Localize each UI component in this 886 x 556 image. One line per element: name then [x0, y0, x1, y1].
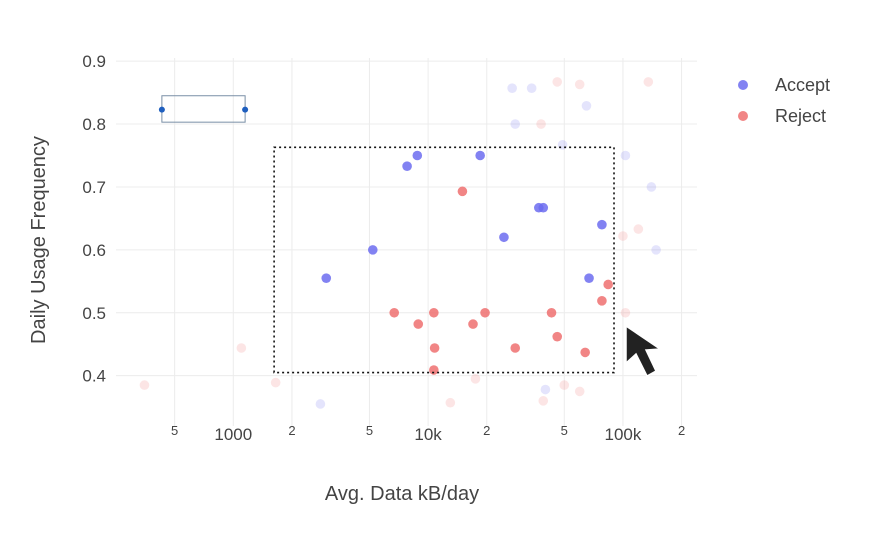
- reject-point[interactable]: [546, 307, 557, 318]
- x-tick-labels: 5 1000 2 5 10k 2 5 100k 2: [171, 423, 685, 444]
- reject-point-faded: [536, 119, 546, 129]
- legend[interactable]: Accept Reject: [738, 75, 830, 126]
- reject-point-faded: [445, 397, 456, 408]
- accept-point-faded: [651, 245, 661, 255]
- reject-point[interactable]: [457, 186, 468, 197]
- points-faded: [139, 77, 661, 409]
- x-tick-label: 5: [366, 423, 373, 438]
- reject-point-faded: [559, 380, 570, 390]
- reject-point-faded: [470, 374, 481, 384]
- y-tick-label: 0.9: [82, 52, 106, 71]
- reject-point-faded: [139, 380, 150, 390]
- accept-point-faded: [526, 83, 537, 93]
- x-tick-label: 5: [561, 423, 568, 438]
- accept-point-faded: [620, 150, 631, 161]
- y-tick-label: 0.4: [82, 367, 106, 386]
- reject-point[interactable]: [580, 347, 590, 358]
- accept-point[interactable]: [402, 161, 412, 171]
- y-tick-label: 0.7: [82, 178, 106, 197]
- arrow-cursor-icon: [625, 324, 663, 378]
- accept-point[interactable]: [584, 273, 594, 283]
- legend-marker-reject[interactable]: [738, 111, 748, 121]
- reject-point-faded: [552, 77, 563, 87]
- reject-point[interactable]: [468, 319, 478, 329]
- reject-point[interactable]: [429, 365, 439, 375]
- selection-box[interactable]: [273, 146, 615, 374]
- accept-point-faded: [507, 83, 517, 93]
- range-box-layer[interactable]: [158, 95, 249, 123]
- reject-point-faded: [270, 377, 281, 388]
- accept-point-faded: [540, 384, 551, 395]
- x-axis-title: Avg. Data kB/day: [325, 483, 479, 505]
- y-axis-title: Daily Usage Frequency: [28, 136, 50, 344]
- accept-point-faded: [510, 119, 521, 129]
- reject-point[interactable]: [389, 307, 400, 318]
- reject-point-faded: [620, 307, 631, 318]
- accept-point[interactable]: [412, 150, 423, 161]
- reject-point-faded: [236, 343, 247, 353]
- accept-point[interactable]: [538, 202, 549, 213]
- selection-layer[interactable]: [273, 146, 615, 374]
- x-tick-label: 100k: [604, 425, 641, 444]
- y-tick-labels: 0.4 0.5 0.6 0.7 0.8 0.9: [82, 52, 106, 386]
- x-tick-label: 2: [288, 423, 295, 438]
- reject-point[interactable]: [429, 307, 439, 318]
- legend-label-accept[interactable]: Accept: [775, 75, 830, 95]
- reject-point-faded: [538, 396, 549, 406]
- y-tick-label: 0.8: [82, 115, 106, 134]
- x-tick-label: 2: [483, 423, 490, 438]
- legend-marker-accept[interactable]: [738, 80, 748, 90]
- accept-point[interactable]: [597, 219, 607, 230]
- reject-point[interactable]: [429, 343, 440, 353]
- accept-point[interactable]: [499, 232, 509, 243]
- reject-point[interactable]: [510, 343, 521, 353]
- reject-point[interactable]: [413, 319, 424, 329]
- points[interactable]: [321, 150, 613, 375]
- accept-point-faded: [557, 140, 568, 150]
- reject-point[interactable]: [603, 279, 613, 290]
- accept-point[interactable]: [367, 245, 378, 255]
- x-tick-label: 1000: [214, 425, 252, 444]
- reject-point-faded: [574, 79, 585, 90]
- range-handle-right[interactable]: [242, 106, 249, 113]
- accept-point[interactable]: [475, 150, 485, 161]
- accept-point-faded: [581, 101, 592, 111]
- reject-point-faded: [643, 77, 654, 87]
- reject-point[interactable]: [552, 331, 563, 342]
- accept-point-faded: [315, 399, 326, 409]
- reject-point[interactable]: [480, 307, 490, 318]
- y-tick-label: 0.5: [82, 304, 106, 323]
- reject-point[interactable]: [597, 296, 607, 306]
- reject-point-faded: [633, 224, 644, 234]
- reject-point-faded: [574, 386, 585, 397]
- x-tick-label: 2: [678, 423, 685, 438]
- range-handle-left[interactable]: [158, 106, 165, 113]
- x-tick-label: 5: [171, 423, 178, 438]
- x-tick-label: 10k: [414, 425, 442, 444]
- reject-point-faded: [618, 231, 628, 241]
- grid: [116, 58, 697, 426]
- accept-point[interactable]: [321, 273, 332, 283]
- y-tick-label: 0.6: [82, 241, 106, 260]
- accept-point-faded: [646, 182, 657, 192]
- legend-label-reject[interactable]: Reject: [775, 106, 826, 126]
